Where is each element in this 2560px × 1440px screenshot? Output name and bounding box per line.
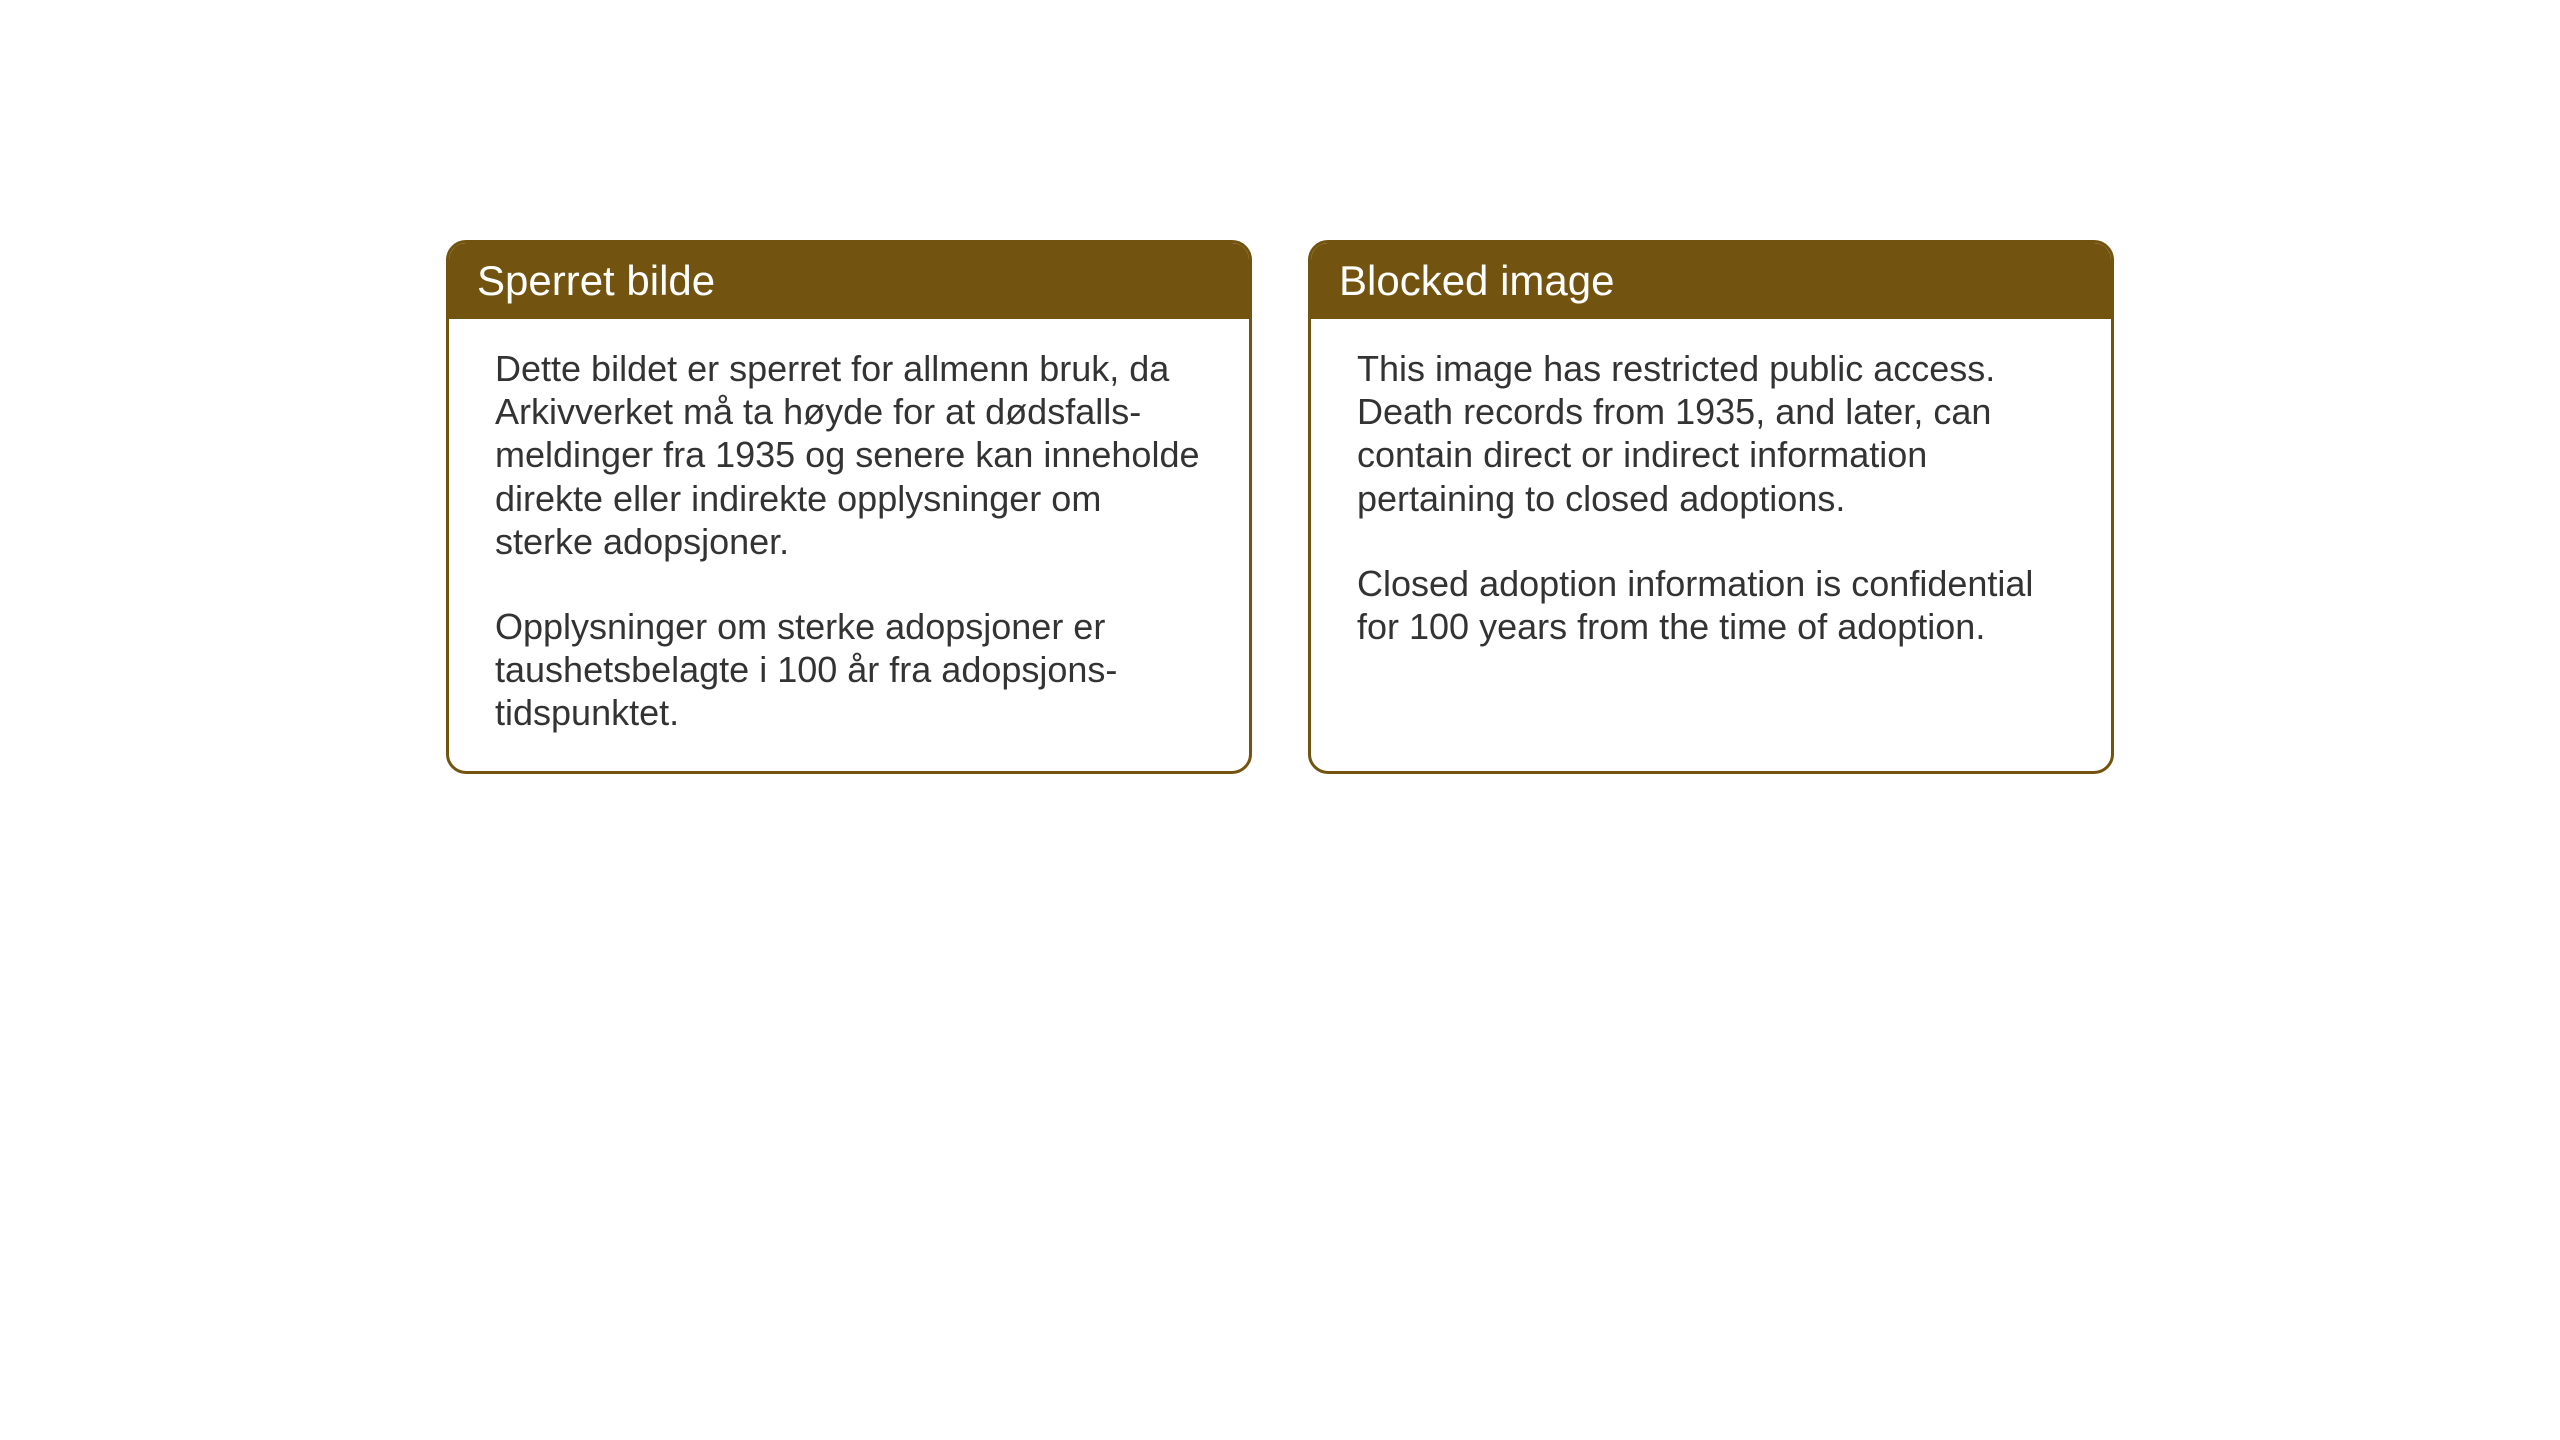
card-paragraph: Dette bildet er sperret for allmenn bruk… <box>495 347 1203 563</box>
card-english: Blocked image This image has restricted … <box>1308 240 2114 774</box>
card-body-english: This image has restricted public access.… <box>1311 319 2111 684</box>
cards-container: Sperret bilde Dette bildet er sperret fo… <box>0 0 2560 774</box>
card-paragraph: This image has restricted public access.… <box>1357 347 2065 520</box>
card-paragraph: Opplysninger om sterke adopsjoner er tau… <box>495 605 1203 735</box>
card-header-norwegian: Sperret bilde <box>449 243 1249 319</box>
card-header-english: Blocked image <box>1311 243 2111 319</box>
card-body-norwegian: Dette bildet er sperret for allmenn bruk… <box>449 319 1249 771</box>
card-norwegian: Sperret bilde Dette bildet er sperret fo… <box>446 240 1252 774</box>
card-paragraph: Closed adoption information is confident… <box>1357 562 2065 648</box>
